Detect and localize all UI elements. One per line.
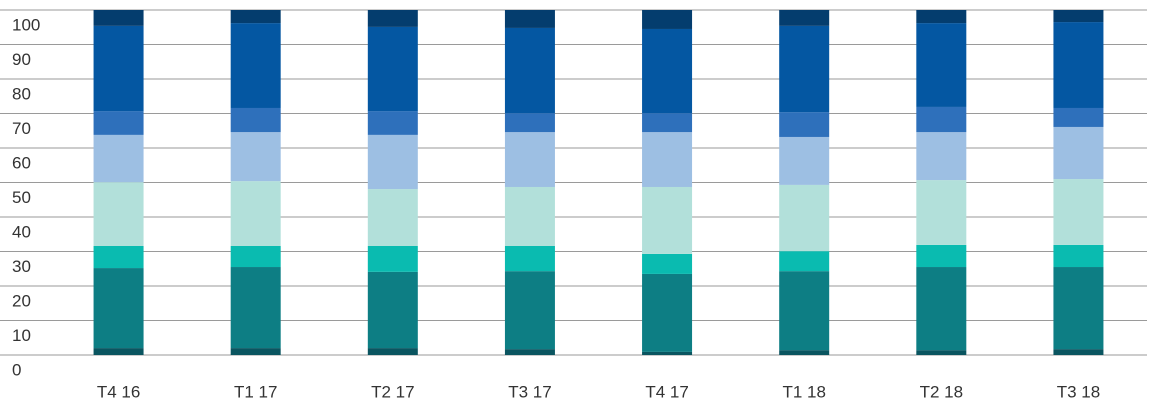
bar-segment (230, 245, 281, 268)
bar-segment (1053, 244, 1104, 268)
bar-segment (642, 186, 693, 254)
bar-segment (367, 26, 418, 112)
bar-segment (93, 268, 144, 349)
x-tick-label: T2 17 (371, 382, 414, 401)
bar-segment (93, 245, 144, 269)
bar-segment (779, 271, 830, 351)
bar-segment (642, 273, 693, 352)
y-tick-label: 50 (12, 188, 31, 207)
bar-segment (504, 113, 555, 133)
bar-segment (916, 132, 967, 181)
bar-segment (779, 10, 830, 26)
bar-segment (504, 271, 555, 350)
bar-segment (367, 10, 418, 27)
bar-segment (916, 350, 967, 355)
bar-segment (642, 132, 693, 187)
x-tick-label: T3 17 (508, 382, 551, 401)
x-tick-label: T4 17 (645, 382, 688, 401)
bar-segment (367, 245, 418, 272)
bar-segment (367, 348, 418, 355)
y-tick-label: 60 (12, 153, 31, 172)
bar-segment (642, 113, 693, 133)
bar-segment (504, 27, 555, 114)
bar-segment (642, 253, 693, 274)
bar-segment (1053, 22, 1104, 108)
y-tick-label: 90 (12, 50, 31, 69)
x-tick-label: T2 18 (920, 382, 963, 401)
bar-segment (916, 23, 967, 107)
bar-segment (93, 10, 144, 26)
bar-segment (93, 182, 144, 246)
bar-segment (230, 10, 281, 24)
bar-segment (916, 106, 967, 133)
bar-segment (916, 180, 967, 245)
bar-segment (779, 251, 830, 272)
x-tick-label: T1 17 (234, 382, 277, 401)
y-tick-label: 100 (12, 15, 40, 34)
y-tick-label: 30 (12, 257, 31, 276)
bar-segment (367, 134, 418, 190)
bar-segment (916, 10, 967, 24)
y-tick-label: 80 (12, 84, 31, 103)
bar-segment (367, 111, 418, 135)
bar-segment (93, 111, 144, 135)
x-tick-label: T1 18 (782, 382, 825, 401)
y-tick-label: 70 (12, 119, 31, 138)
x-tick-label: T4 16 (97, 382, 140, 401)
bar-segment (230, 267, 281, 349)
bar-segment (230, 132, 281, 182)
bar-segment (916, 244, 967, 268)
bar-segment (642, 28, 693, 114)
bar-segment (504, 10, 555, 28)
bar-segment (504, 132, 555, 187)
bar-segment (1053, 179, 1104, 245)
bar-segment (779, 136, 830, 185)
y-tick-label: 40 (12, 222, 31, 241)
bar-segment (642, 10, 693, 29)
bar-segment (779, 184, 830, 252)
bar-segment (779, 350, 830, 355)
y-tick-label: 0 (12, 360, 21, 379)
bar-segment (1053, 10, 1104, 23)
bar-segment (1053, 349, 1104, 355)
bar-segment (504, 186, 555, 246)
y-tick-label: 10 (12, 326, 31, 345)
bar-segment (504, 245, 555, 272)
bar-segment (93, 348, 144, 355)
bar-segment (504, 349, 555, 355)
bar-segment (230, 181, 281, 246)
bar-segment (642, 351, 693, 355)
bar-segment (1053, 126, 1104, 180)
bar-segment (1053, 267, 1104, 350)
bar-segment (93, 25, 144, 112)
x-tick-label: T3 18 (1057, 382, 1100, 401)
y-tick-label: 20 (12, 291, 31, 310)
bar-segment (1053, 107, 1104, 127)
bar-segment (230, 23, 281, 108)
bar-segment (367, 271, 418, 349)
bar-segment (916, 267, 967, 351)
bar-segment (230, 348, 281, 355)
bar-segment (93, 134, 144, 183)
bar-segment (779, 112, 830, 137)
bar-segment (779, 25, 830, 113)
bar-segment (230, 107, 281, 133)
bar-segment (367, 189, 418, 246)
